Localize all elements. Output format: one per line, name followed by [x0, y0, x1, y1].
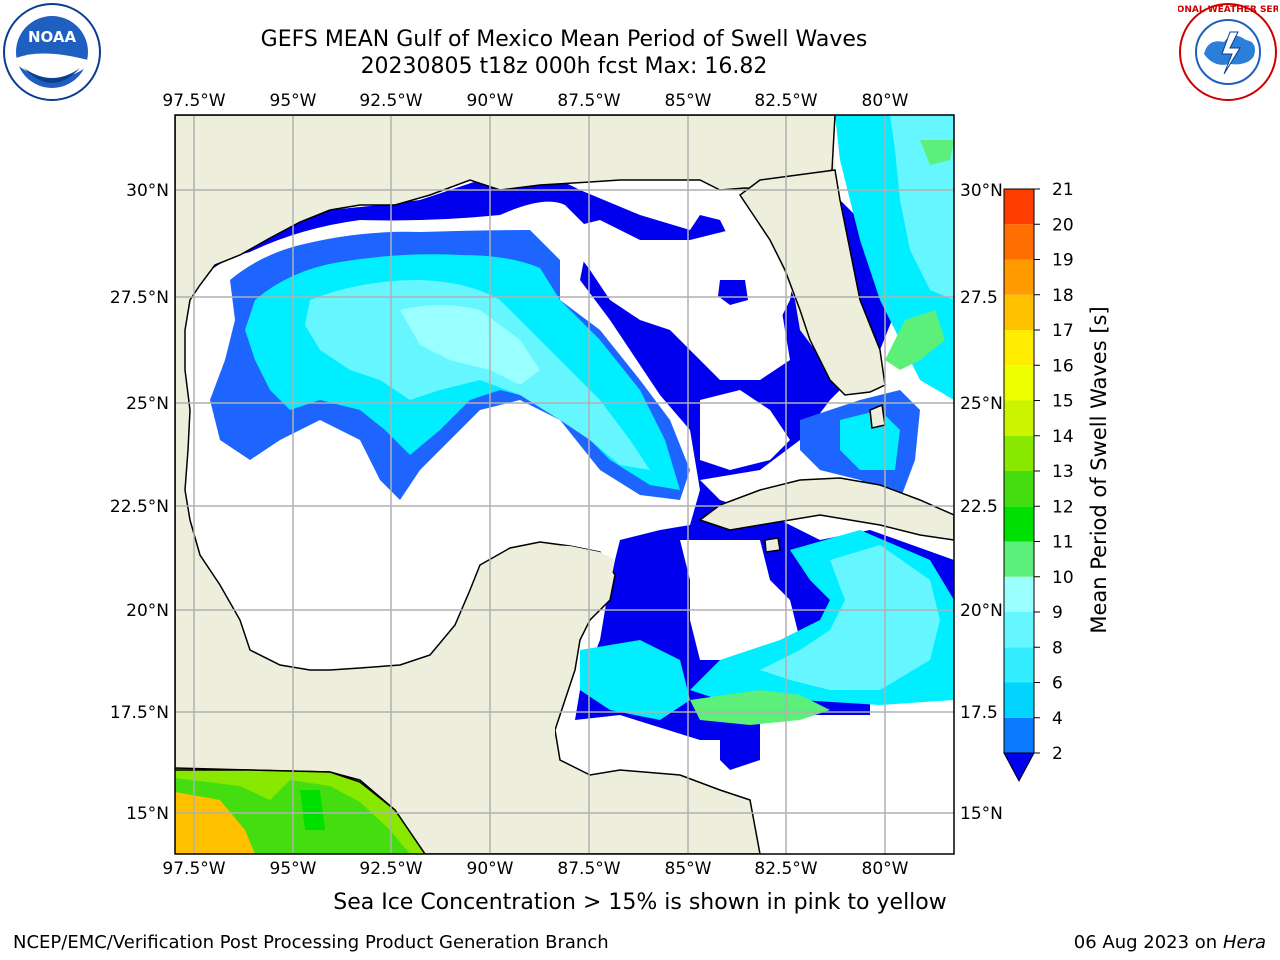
footer-date: 06 Aug 2023 on Hera	[1074, 932, 1266, 953]
lat-labels-right: 30°N 27.5 25°N 22.5 20°N 17.5 15°N	[960, 181, 1003, 824]
colorbar-tick-label: 6	[1052, 674, 1063, 694]
lat-label: 20°N	[960, 601, 1003, 621]
colorbar-segment	[1004, 682, 1034, 718]
footer-host: Hera	[1222, 932, 1266, 953]
lat-label: 22.5	[960, 497, 998, 517]
lon-label: 92.5°W	[359, 859, 422, 879]
colorbar-tick-label: 8	[1052, 638, 1063, 658]
colorbar: 2 4 6 8 9 10 11 12 13 14 15 16 17 18 19 20 21	[1003, 180, 1074, 783]
colorbar-tick-label: 15	[1052, 392, 1074, 412]
colorbar-extend	[1003, 752, 1035, 783]
colorbar-segment	[1004, 541, 1034, 577]
colorbar-tick-label: 17	[1052, 321, 1074, 341]
colorbar-tick-label: 21	[1052, 180, 1074, 200]
colorbar-segment	[1004, 259, 1034, 295]
lat-label: 22.5°N	[110, 497, 169, 517]
lon-label: 87.5°W	[557, 91, 620, 111]
colorbar-segment	[1004, 189, 1034, 225]
lon-labels-bottom: 97.5°W 95°W 92.5°W 90°W 87.5°W 85°W 82.5…	[162, 859, 908, 879]
colorbar-tick-label: 20	[1052, 215, 1074, 235]
lon-label: 95°W	[270, 859, 317, 879]
colorbar-segment	[1004, 471, 1034, 507]
colorbar-tick-label: 10	[1052, 568, 1074, 588]
lat-label: 17.5	[960, 703, 998, 723]
lon-label: 97.5°W	[162, 91, 225, 111]
lat-label: 27.5°N	[110, 288, 169, 308]
colorbar-tick-label: 16	[1052, 356, 1074, 376]
lat-label: 20°N	[126, 601, 169, 621]
colorbar-tick-label: 18	[1052, 286, 1074, 306]
chart-subtitle: 20230805 t18z 000h fcst Max: 16.82	[360, 54, 768, 79]
lon-label: 95°W	[270, 91, 317, 111]
lat-label: 27.5	[960, 288, 998, 308]
nws-logo: NATIONAL WEATHER SERVICE	[1178, 3, 1278, 101]
colorbar-tick-label: 13	[1052, 462, 1074, 482]
nws-logo-text: NATIONAL WEATHER SERVICE	[1178, 5, 1278, 15]
lon-label: 80°W	[862, 859, 909, 879]
lon-label: 82.5°W	[754, 859, 817, 879]
colorbar-tick-label: 9	[1052, 603, 1063, 623]
lon-label: 97.5°W	[162, 859, 225, 879]
colorbar-tick-label: 4	[1052, 709, 1063, 729]
lon-label: 90°W	[467, 859, 514, 879]
lon-label: 85°W	[665, 91, 712, 111]
map-frame	[174, 114, 955, 855]
lon-label: 82.5°W	[754, 91, 817, 111]
chart-title: GEFS MEAN Gulf of Mexico Mean Period of …	[260, 27, 868, 52]
colorbar-segment	[1004, 224, 1034, 260]
noaa-logo-text: NOAA	[28, 28, 77, 46]
footer-credit: NCEP/EMC/Verification Post Processing Pr…	[13, 932, 609, 953]
colorbar-tick-label: 14	[1052, 427, 1074, 447]
lat-label: 17.5°N	[110, 703, 169, 723]
footer-date-text: 06 Aug 2023 on	[1073, 932, 1218, 953]
colorbar-tick-label: 2	[1052, 744, 1063, 764]
lat-label: 15°N	[960, 804, 1003, 824]
colorbar-segment	[1004, 400, 1034, 436]
lat-label: 25°N	[126, 394, 169, 414]
noaa-logo: NOAA	[3, 3, 101, 101]
lon-label: 85°W	[665, 859, 712, 879]
lon-label: 90°W	[467, 91, 514, 111]
colorbar-segment	[1004, 506, 1034, 542]
colorbar-segment	[1004, 330, 1034, 366]
lon-label: 87.5°W	[557, 859, 620, 879]
colorbar-segment	[1004, 647, 1034, 683]
colorbar-tick-label: 19	[1052, 251, 1074, 271]
colorbar-label: Mean Period of Swell Waves [s]	[1087, 306, 1111, 633]
lat-label: 30°N	[126, 181, 169, 201]
colorbar-segment	[1004, 365, 1034, 401]
colorbar-segment	[1004, 294, 1034, 330]
colorbar-segment	[1004, 576, 1034, 612]
lon-label: 92.5°W	[359, 91, 422, 111]
colorbar-tick-label: 11	[1052, 533, 1074, 553]
lat-labels-left: 30°N 27.5°N 25°N 22.5°N 20°N 17.5°N 15°N	[110, 181, 169, 824]
lon-labels-top: 97.5°W 95°W 92.5°W 90°W 87.5°W 85°W 82.5…	[162, 91, 908, 111]
colorbar-segment	[1004, 435, 1034, 471]
lon-label: 80°W	[862, 91, 909, 111]
sea-ice-note: Sea Ice Concentration > 15% is shown in …	[333, 890, 947, 915]
lat-label: 30°N	[960, 181, 1003, 201]
colorbar-segment	[1004, 717, 1034, 753]
colorbar-tick-label: 12	[1052, 497, 1074, 517]
lat-label: 25°N	[960, 394, 1003, 414]
lat-label: 15°N	[126, 804, 169, 824]
colorbar-segment	[1004, 612, 1034, 648]
gridlines	[175, 115, 954, 854]
